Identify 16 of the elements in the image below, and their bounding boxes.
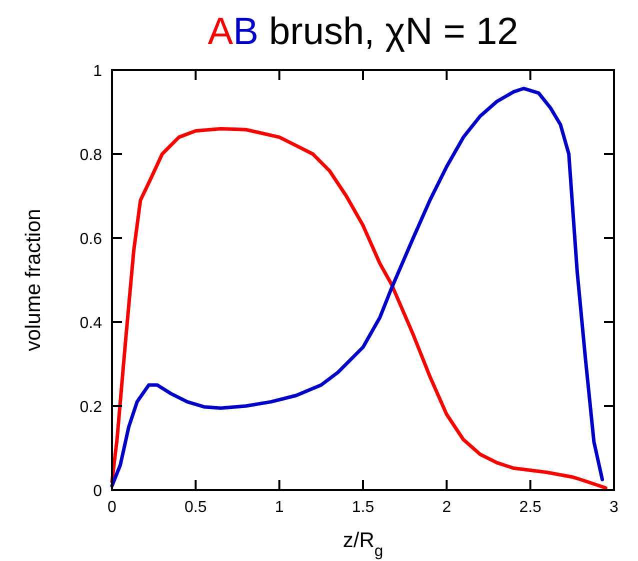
x-tick-label: 3 bbox=[610, 499, 619, 516]
chart-title: AB brush, χN = 12 bbox=[208, 11, 518, 53]
y-axis-title: volume fraction bbox=[22, 208, 45, 352]
y-tick-label: 0.6 bbox=[80, 231, 102, 248]
x-tick-label: 0 bbox=[108, 499, 117, 516]
x-tick-label: 0.5 bbox=[184, 499, 207, 516]
x-tick-label: 2.5 bbox=[519, 499, 542, 516]
y-tick-label: 0.8 bbox=[80, 147, 102, 164]
x-tick-label: 1 bbox=[274, 499, 284, 516]
y-tick-label: 0.2 bbox=[80, 399, 102, 416]
x-tick-label: 2 bbox=[442, 499, 452, 516]
y-tick-label: 0 bbox=[93, 483, 102, 500]
y-tick-label: 1 bbox=[93, 63, 102, 80]
y-tick-label: 0.4 bbox=[80, 315, 102, 332]
x-axis-title: z/R$_{g}$ bbox=[342, 529, 384, 560]
x-tick-label: 1.5 bbox=[352, 499, 374, 516]
